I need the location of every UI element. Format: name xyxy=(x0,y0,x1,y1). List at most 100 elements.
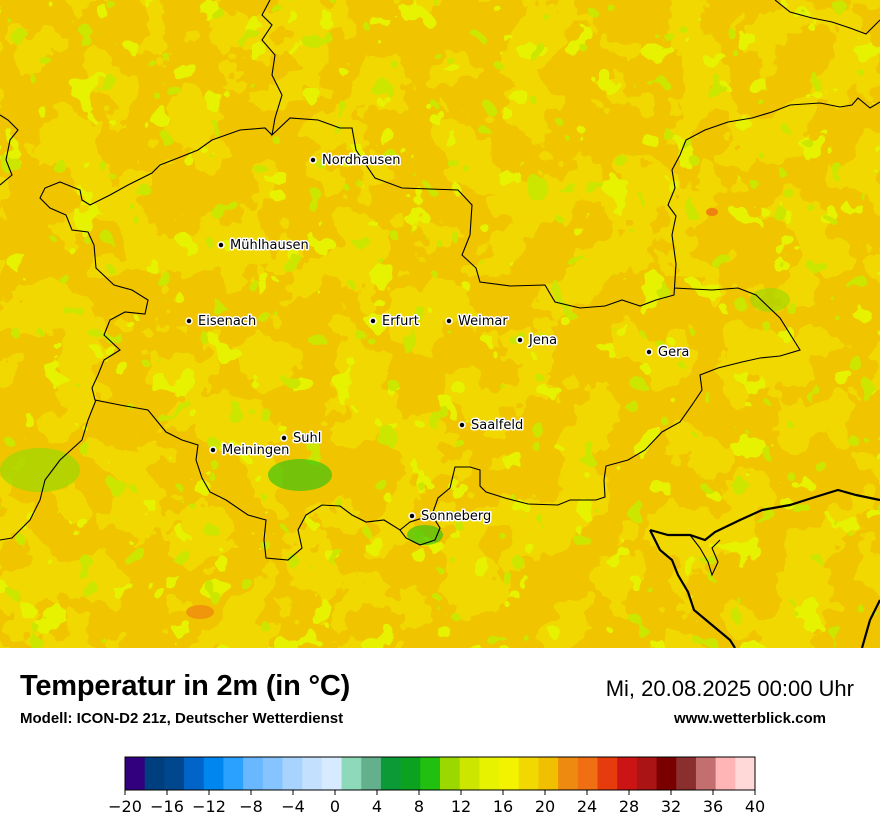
city-label: Mühlhausen xyxy=(230,238,309,253)
city-label: Suhl xyxy=(293,431,321,446)
city-marker: Sonneberg xyxy=(408,508,493,526)
saxony-inner-border xyxy=(689,534,721,577)
legend-tick-label: 8 xyxy=(414,797,424,816)
city-dot xyxy=(217,241,225,249)
legend-color-swatch xyxy=(656,757,677,790)
map-title: Temperatur in 2m (in °C) xyxy=(20,670,351,702)
city-marker: Weimar xyxy=(445,313,510,331)
west-border xyxy=(0,114,97,541)
legend-color-swatch xyxy=(695,757,717,790)
legend-tick-label: 12 xyxy=(451,797,471,816)
legend-tick-label: −8 xyxy=(239,797,263,816)
legend-tick-label: 36 xyxy=(703,797,723,816)
legend-color-swatch xyxy=(184,757,205,790)
legend-color-swatch xyxy=(617,757,638,790)
north-east-border xyxy=(774,0,880,35)
city-dot xyxy=(445,317,453,325)
legend-color-swatch xyxy=(302,757,323,790)
legend-tick-label: −12 xyxy=(192,797,226,816)
legend-color-swatch xyxy=(518,757,539,790)
legend-color-swatch xyxy=(361,757,382,790)
legend-color-swatch xyxy=(262,757,283,790)
state-border xyxy=(39,0,880,561)
legend-border xyxy=(124,756,756,791)
legend-color-swatch xyxy=(597,757,618,790)
website-link[interactable]: www.wetterblick.com xyxy=(674,710,826,727)
city-marker: Nordhausen xyxy=(309,152,402,170)
city-label: Meiningen xyxy=(222,443,289,458)
city-dot xyxy=(185,317,193,325)
legend-color-swatch xyxy=(676,757,697,790)
cool-patch-east xyxy=(750,288,790,312)
city-dot xyxy=(408,512,416,520)
city-markers: Nordhausen Mühlhausen Eisenach Erfurt Weimar… xyxy=(185,152,691,526)
legend-color-swatch xyxy=(420,757,441,790)
city-dot xyxy=(458,421,466,429)
city-marker: Erfurt xyxy=(369,313,420,331)
legend-color-swatch xyxy=(499,757,520,790)
legend-tick-label: −4 xyxy=(281,797,305,816)
legend-tick-label: 20 xyxy=(535,797,555,816)
legend-color-swatch xyxy=(440,757,461,790)
legend-color-swatch xyxy=(636,757,658,790)
city-dot xyxy=(209,446,217,454)
forecast-datetime: Mi, 20.08.2025 00:00 Uhr xyxy=(605,676,854,701)
legend-tick-label: 0 xyxy=(330,797,340,816)
legend-color-swatch xyxy=(715,757,736,790)
city-label: Erfurt xyxy=(382,314,419,329)
legend-tick-label: 4 xyxy=(372,797,382,816)
city-dot xyxy=(309,156,317,164)
warm-patch-east xyxy=(706,208,718,216)
legend-color-swatch xyxy=(341,757,362,790)
city-label: Saalfeld xyxy=(471,418,523,433)
city-dot xyxy=(645,348,653,356)
sonneberg-bulge xyxy=(399,514,441,546)
city-label: Weimar xyxy=(458,314,508,329)
legend-color-swatch xyxy=(459,757,480,790)
city-marker: Jena xyxy=(516,332,559,350)
legend-color-swatch xyxy=(203,757,224,790)
city-marker: Eisenach xyxy=(185,313,258,331)
legend-color-swatch xyxy=(538,757,559,790)
legend-color-swatch xyxy=(164,757,185,790)
legend-color-swatch xyxy=(125,757,146,790)
color-scale-legend: −20 −16 −12 −8 −4 0 4 8 12 16 20 24 28 32 36 40 xyxy=(0,750,880,830)
cool-patch-south-west xyxy=(0,448,80,492)
model-source: Modell: ICON-D2 21z, Deutscher Wetterdie… xyxy=(20,710,344,727)
city-label: Nordhausen xyxy=(322,153,401,168)
legend-color-bar xyxy=(124,756,756,791)
city-marker: Mühlhausen xyxy=(217,237,310,255)
temperature-map: Nordhausen Mühlhausen Eisenach Erfurt Weimar… xyxy=(0,0,880,648)
legend-tick-labels: −20 −16 −12 −8 −4 0 4 8 12 16 20 24 28 32 36 40 xyxy=(108,790,765,816)
city-marker: Gera xyxy=(645,344,691,362)
legend-color-swatch xyxy=(223,757,244,790)
city-marker: Meiningen xyxy=(209,442,291,460)
national-border xyxy=(649,488,880,648)
legend-tick-label: 16 xyxy=(493,797,513,816)
legend-tick-label: 24 xyxy=(577,797,597,816)
legend-color-swatch xyxy=(380,757,402,790)
legend-color-swatch xyxy=(400,757,421,790)
legend-tick-label: 40 xyxy=(745,797,765,816)
legend-color-swatch xyxy=(243,757,264,790)
legend-color-swatch xyxy=(321,757,343,790)
legend-tick-label: 28 xyxy=(619,797,639,816)
warm-patch-south xyxy=(186,605,214,619)
city-dot xyxy=(369,317,377,325)
legend-color-swatch xyxy=(282,757,303,790)
city-dot xyxy=(280,434,288,442)
legend-color-swatch xyxy=(144,757,165,790)
city-label: Jena xyxy=(528,333,557,348)
legend-tick-label: 32 xyxy=(661,797,681,816)
cool-patch-forest xyxy=(268,459,332,491)
legend-tick-label: −16 xyxy=(150,797,184,816)
city-dot xyxy=(516,336,524,344)
legend-color-swatch xyxy=(558,757,579,790)
legend-color-swatch xyxy=(735,757,756,790)
legend-color-swatch xyxy=(577,757,598,790)
legend-color-swatch xyxy=(479,757,500,790)
city-marker: Saalfeld xyxy=(458,417,525,435)
legend-tick-label: −20 xyxy=(108,797,142,816)
city-label: Gera xyxy=(658,345,689,360)
city-label: Sonneberg xyxy=(421,509,491,524)
